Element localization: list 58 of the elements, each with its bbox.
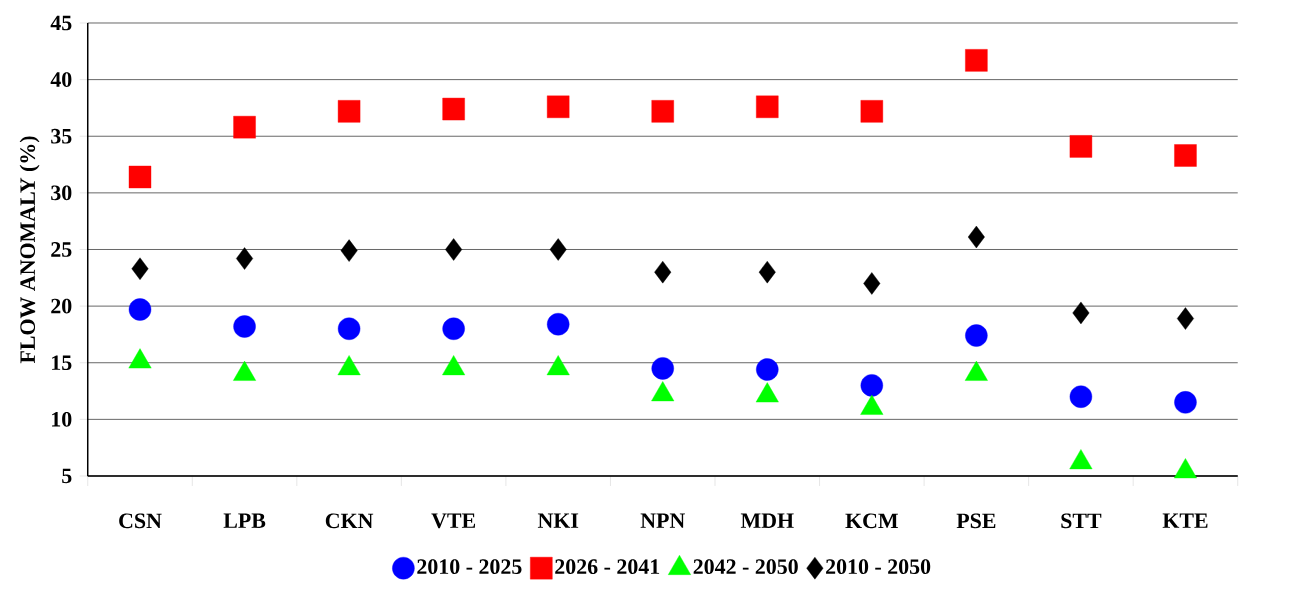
x-tick-label: VTE [431,513,476,529]
x-tick-label: PSE [956,513,996,529]
point [860,374,884,397]
x-tick-label: KCM [845,513,898,529]
point [756,95,779,118]
y-tick-label: 40 [50,72,72,88]
y-tick-label: 5 [62,468,72,484]
y-tick-label: 45 [50,15,72,31]
x-tick-label: NKI [537,513,579,528]
point [445,238,463,261]
point [131,257,149,280]
point [233,115,256,139]
point [549,238,567,261]
y-axis-title: FLOW ANOMALY (%) [19,136,40,364]
point [337,317,361,340]
point [1174,391,1197,414]
point [233,315,256,338]
x-tick-label: KTE [1162,513,1208,528]
point [236,247,254,270]
x-tick-label: CKN [325,513,374,529]
point [758,260,776,284]
point [967,225,985,249]
point [1174,144,1197,167]
point [546,313,570,336]
point [860,100,884,123]
point [442,97,465,121]
legend-label: 2026 - 2041 [555,559,660,575]
point [1069,135,1093,158]
point [965,324,988,347]
x-tick-label: LPB [223,513,266,528]
point [1177,307,1194,330]
x-tick-label: STT [1061,513,1102,529]
point [442,317,465,340]
point [756,358,779,381]
point [1072,301,1090,325]
y-tick-label: 20 [51,298,72,314]
point [965,49,988,72]
point [651,357,674,380]
point [340,239,358,262]
y-tick-label: 35 [51,128,72,144]
legend-label: 2010 - 2025 [417,559,522,575]
point [546,95,570,118]
y-tick-label: 25 [51,242,72,257]
point [1069,385,1093,408]
y-tick-label: 30 [51,185,72,201]
y-tick-label: 10 [52,411,72,427]
point [654,260,672,284]
point [863,272,881,295]
point [337,100,361,123]
point [128,165,152,189]
point [651,100,674,123]
x-tick-label: CSN [119,513,162,529]
x-tick-label: MDH [740,513,794,528]
y-tick-label: 15 [52,355,72,371]
x-tick-label: NPN [640,513,685,528]
point [128,298,152,321]
legend-label: 2010 - 2050 [826,559,931,575]
legend-label: 2042 - 2050 [693,559,798,575]
